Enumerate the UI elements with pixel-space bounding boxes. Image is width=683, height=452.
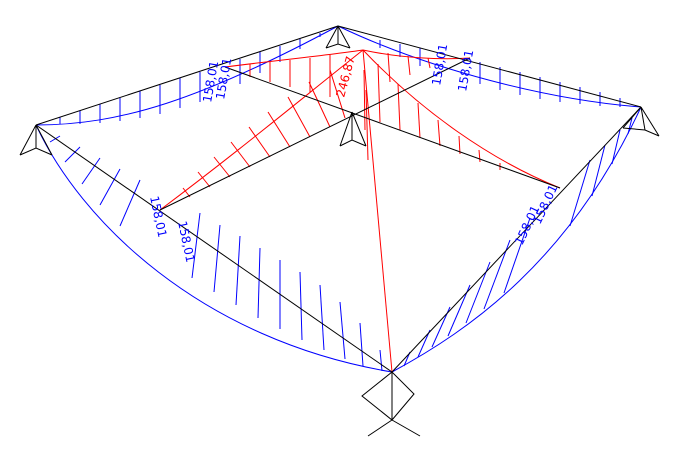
- hatch-line: [611, 129, 621, 165]
- hatch-line: [329, 69, 346, 119]
- moment-curve-center-back-left: [224, 49, 364, 68]
- support-front: [361, 371, 421, 437]
- label-right-mid-b: 158,01: [530, 182, 560, 226]
- moment-curve-center-left: [159, 49, 364, 211]
- hatch-line: [569, 159, 591, 227]
- label-back-right-a: 158,01: [429, 43, 450, 87]
- hatch-line: [627, 117, 633, 135]
- support-back: [325, 25, 351, 49]
- hatch-line: [81, 157, 101, 185]
- hatch-line: [417, 329, 431, 358]
- moment-curve-center-right: [362, 49, 561, 189]
- hatch-line: [397, 83, 401, 131]
- hatch-line: [407, 55, 411, 76]
- hatch-line: [213, 156, 231, 178]
- hatch-line: [387, 52, 391, 83]
- hatch-line: [257, 247, 261, 319]
- hatch-line: [319, 284, 325, 351]
- hatch-line: [99, 168, 121, 206]
- hatch-line: [417, 102, 421, 139]
- hatch-line: [339, 301, 346, 360]
- hatch-line: [64, 146, 81, 163]
- moment-curve-right: [391, 106, 642, 373]
- support-right: [622, 106, 660, 137]
- hatch-line: [248, 126, 271, 158]
- label-center-peak: 246,87: [333, 55, 357, 99]
- hatch-line: [287, 96, 311, 138]
- hatch-line: [458, 135, 461, 155]
- label-left-mid-b: 158,01: [175, 220, 197, 264]
- hatch-line: [478, 149, 481, 163]
- hatch-line: [437, 119, 441, 147]
- frame-beams: [35, 25, 642, 373]
- hatch-line: [235, 235, 241, 306]
- support-left: [19, 124, 53, 156]
- moment-curve-back-left: [35, 25, 339, 126]
- value-labels: 158,01 158,01 158,01 158,01 158,01 158,0…: [147, 43, 560, 264]
- hatch-line: [230, 141, 251, 168]
- label-back-right-b: 158,01: [455, 49, 476, 93]
- hatch-line: [363, 69, 366, 131]
- hatch-line: [359, 322, 364, 367]
- hatch-line: [591, 144, 606, 197]
- hatch-line: [503, 217, 531, 294]
- moment-curve-left: [35, 124, 393, 373]
- beam-back-right: [337, 25, 642, 108]
- red-moment-diagram: [159, 49, 561, 373]
- hatch-line: [377, 63, 381, 123]
- support-center: [339, 111, 367, 147]
- beam-cross-b: [224, 66, 561, 189]
- hatch-line: [197, 171, 211, 188]
- moment-curve-back-right: [337, 25, 642, 108]
- hatch-line: [267, 111, 291, 148]
- hatch-line: [49, 135, 61, 143]
- hatch-line: [299, 271, 303, 341]
- beam-back-left: [35, 25, 339, 126]
- supports: [19, 25, 660, 437]
- hatch-line: [213, 224, 221, 293]
- beam-right: [391, 106, 642, 373]
- hatch-line: [427, 57, 431, 69]
- hatch-line: [119, 179, 141, 227]
- beam-cross-a: [159, 57, 471, 211]
- hatch-line: [308, 81, 331, 128]
- moment-curve-center-front: [362, 49, 393, 373]
- label-left-mid-a: 158,01: [147, 195, 169, 239]
- blue-hatch-lines: [49, 33, 633, 372]
- blue-moment-diagram: [35, 25, 642, 373]
- hatch-line: [191, 212, 201, 279]
- hatch-line: [365, 89, 369, 161]
- hatch-line: [379, 349, 383, 372]
- beam-left: [35, 124, 393, 373]
